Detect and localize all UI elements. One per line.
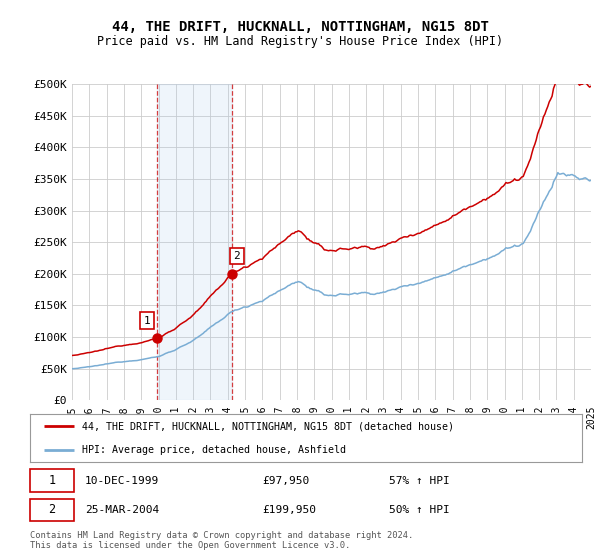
Text: £199,950: £199,950 — [262, 505, 316, 515]
Text: 25-MAR-2004: 25-MAR-2004 — [85, 505, 160, 515]
Text: 2: 2 — [233, 251, 240, 261]
Text: 1: 1 — [49, 474, 56, 487]
Text: 1: 1 — [144, 316, 151, 326]
Text: HPI: Average price, detached house, Ashfield: HPI: Average price, detached house, Ashf… — [82, 445, 346, 455]
Text: £97,950: £97,950 — [262, 475, 309, 486]
Text: 2: 2 — [49, 503, 56, 516]
Text: Price paid vs. HM Land Registry's House Price Index (HPI): Price paid vs. HM Land Registry's House … — [97, 35, 503, 48]
Bar — [157, 84, 232, 400]
Text: 57% ↑ HPI: 57% ↑ HPI — [389, 475, 449, 486]
Text: 10-DEC-1999: 10-DEC-1999 — [85, 475, 160, 486]
Text: 50% ↑ HPI: 50% ↑ HPI — [389, 505, 449, 515]
Text: 44, THE DRIFT, HUCKNALL, NOTTINGHAM, NG15 8DT: 44, THE DRIFT, HUCKNALL, NOTTINGHAM, NG1… — [112, 20, 488, 34]
FancyBboxPatch shape — [30, 499, 74, 521]
FancyBboxPatch shape — [30, 469, 74, 492]
Text: 44, THE DRIFT, HUCKNALL, NOTTINGHAM, NG15 8DT (detached house): 44, THE DRIFT, HUCKNALL, NOTTINGHAM, NG1… — [82, 421, 454, 431]
Text: Contains HM Land Registry data © Crown copyright and database right 2024.
This d: Contains HM Land Registry data © Crown c… — [30, 531, 413, 550]
